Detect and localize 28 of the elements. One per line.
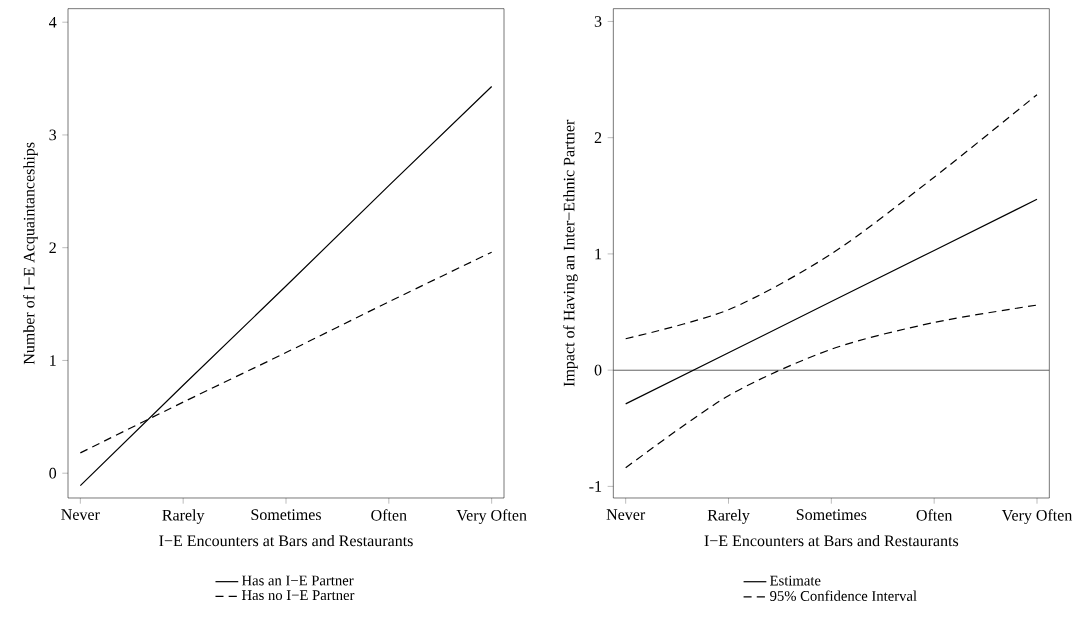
x-tick-label: Never [61, 509, 100, 520]
legend-label: Has no I−E Partner [241, 590, 355, 601]
y-tick-label: 0 [594, 364, 602, 376]
x-tick-label: Rarely [162, 509, 205, 524]
x-axis-title: I−E Encounters at Bars and Restaurants [159, 534, 413, 547]
legend-label: Has an I−E Partner [241, 575, 354, 586]
y-tick-label: 1 [50, 355, 56, 366]
x-tick-label: Often [371, 509, 407, 521]
legend-label: Estimate [770, 575, 821, 586]
x-tick-label: Sometimes [251, 509, 321, 521]
y-tick-label: 3 [49, 129, 57, 141]
y-tick-label: 2 [594, 132, 602, 143]
y-tick-label: -1 [589, 481, 602, 492]
legend-label: 95% Confidence Interval [770, 590, 917, 601]
y-tick-label: 4 [49, 16, 57, 28]
y-tick-label: 2 [49, 242, 56, 253]
x-tick-label: Rarely [707, 509, 750, 524]
y-tick-label: 1 [595, 248, 602, 260]
x-tick-label: Very Often [1001, 509, 1073, 525]
x-tick-label: Often [916, 509, 953, 521]
y-tick-label: 3 [594, 16, 602, 27]
y-axis-title: Impact of Having an Inter−Ethnic Partner [563, 119, 578, 387]
x-tick-label: Sometimes [796, 509, 867, 521]
y-axis-title: Number of I−E Acquaintanceships [23, 142, 38, 365]
x-tick-label: Never [606, 509, 646, 520]
y-tick-label: 0 [49, 467, 57, 479]
x-tick-label: Very Often [456, 509, 527, 525]
x-axis-title: I−E Encounters at Bars and Restaurants [704, 534, 959, 547]
